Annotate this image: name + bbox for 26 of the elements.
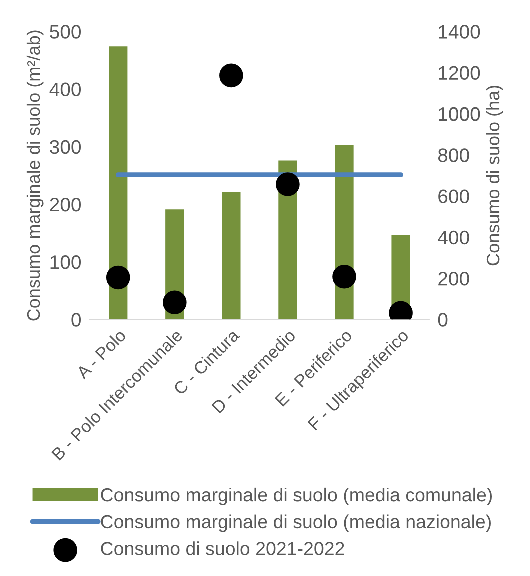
point <box>276 172 300 196</box>
y-axis-title: Consumo marginale di suolo (m²/ab) <box>26 30 44 321</box>
y-tick-label: 500 <box>50 25 82 39</box>
y-tick-label: 400 <box>50 82 82 97</box>
y2-tick-label: 600 <box>438 190 470 204</box>
y-tick-label: 200 <box>50 198 82 212</box>
y2-tick-label: 800 <box>438 148 470 162</box>
bar <box>222 192 241 320</box>
point <box>332 265 356 289</box>
y2-tick-label: 1000 <box>439 107 480 122</box>
y-tick-label: 300 <box>50 140 82 154</box>
point <box>106 266 130 290</box>
y2-tick-label: 1200 <box>439 66 480 80</box>
legend-label: Consumo marginale di suolo (media comunale) <box>101 488 492 506</box>
point <box>163 290 187 314</box>
y-tick-label: 100 <box>50 256 82 270</box>
y2-axis-title: Consumo di suolo (ha) <box>486 86 504 266</box>
y2-tick-label: 1400 <box>439 25 480 39</box>
y-tick-label: 0 <box>72 313 82 327</box>
y2-tick-label: 200 <box>438 272 470 286</box>
y2-tick-label: 0 <box>438 313 448 327</box>
bar <box>109 46 128 320</box>
point <box>220 64 244 88</box>
legend-label: Consumo marginale di suolo (media nazionale) <box>101 514 491 532</box>
y2-tick-label: 400 <box>438 230 470 245</box>
legend-label: Consumo di suolo 2021-2022 <box>101 542 344 556</box>
